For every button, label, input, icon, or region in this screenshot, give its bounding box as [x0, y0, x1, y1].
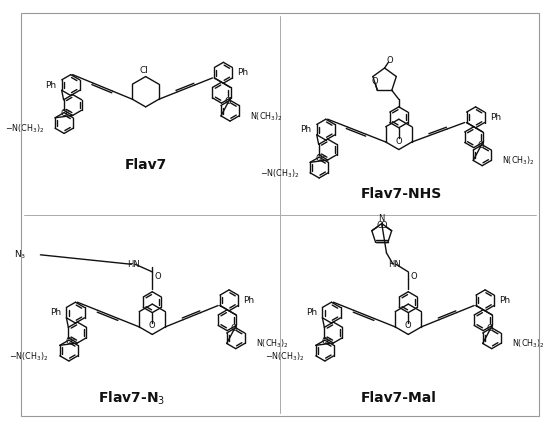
Text: O: O — [371, 77, 378, 86]
Text: N: N — [378, 214, 385, 223]
Text: $-$N(CH$_3$)$_2$: $-$N(CH$_3$)$_2$ — [9, 350, 49, 363]
Text: O⁺: O⁺ — [60, 109, 72, 118]
Text: N$_3$: N$_3$ — [14, 248, 26, 261]
Text: HN: HN — [127, 260, 140, 269]
Text: $-$N(CH$_3$)$_2$: $-$N(CH$_3$)$_2$ — [260, 167, 299, 179]
Text: O: O — [477, 141, 483, 150]
Text: O: O — [225, 97, 232, 106]
Text: O: O — [155, 272, 161, 281]
Text: O⁺: O⁺ — [65, 337, 76, 346]
Text: O: O — [230, 324, 237, 333]
Text: N(CH$_3$)$_2$: N(CH$_3$)$_2$ — [512, 338, 544, 350]
Text: Flav7-NHS: Flav7-NHS — [361, 187, 442, 201]
Text: O: O — [381, 221, 387, 230]
Text: O⁺: O⁺ — [316, 154, 327, 163]
Text: Ph: Ph — [499, 296, 510, 305]
Text: N(CH$_3$)$_2$: N(CH$_3$)$_2$ — [250, 110, 283, 123]
Text: $-$N(CH$_3$)$_2$: $-$N(CH$_3$)$_2$ — [266, 350, 305, 363]
Text: Cl: Cl — [139, 66, 148, 76]
Text: Ph: Ph — [490, 113, 501, 122]
Text: O: O — [395, 136, 402, 145]
Text: $-$N(CH$_3$)$_2$: $-$N(CH$_3$)$_2$ — [4, 122, 44, 135]
Text: Ph: Ph — [306, 308, 317, 317]
Text: N(CH$_3$)$_2$: N(CH$_3$)$_2$ — [502, 155, 535, 167]
Text: O: O — [405, 321, 411, 330]
Text: Ph: Ph — [238, 68, 249, 77]
Text: Flav7-N$_3$: Flav7-N$_3$ — [98, 389, 165, 407]
Text: O: O — [386, 56, 393, 65]
Text: Flav7: Flav7 — [124, 158, 167, 172]
Text: Ph: Ph — [46, 81, 57, 90]
Text: Ph: Ph — [243, 296, 255, 305]
Text: Ph: Ph — [50, 308, 61, 317]
Text: Flav7-Mal: Flav7-Mal — [361, 391, 437, 405]
Text: O: O — [149, 321, 156, 330]
Text: O: O — [411, 272, 417, 281]
Text: HN: HN — [388, 260, 401, 269]
Text: N(CH$_3$)$_2$: N(CH$_3$)$_2$ — [256, 338, 288, 350]
Text: O: O — [487, 324, 493, 333]
Text: O: O — [376, 221, 383, 230]
Text: Ph: Ph — [300, 125, 311, 134]
Text: O⁺: O⁺ — [321, 337, 332, 346]
